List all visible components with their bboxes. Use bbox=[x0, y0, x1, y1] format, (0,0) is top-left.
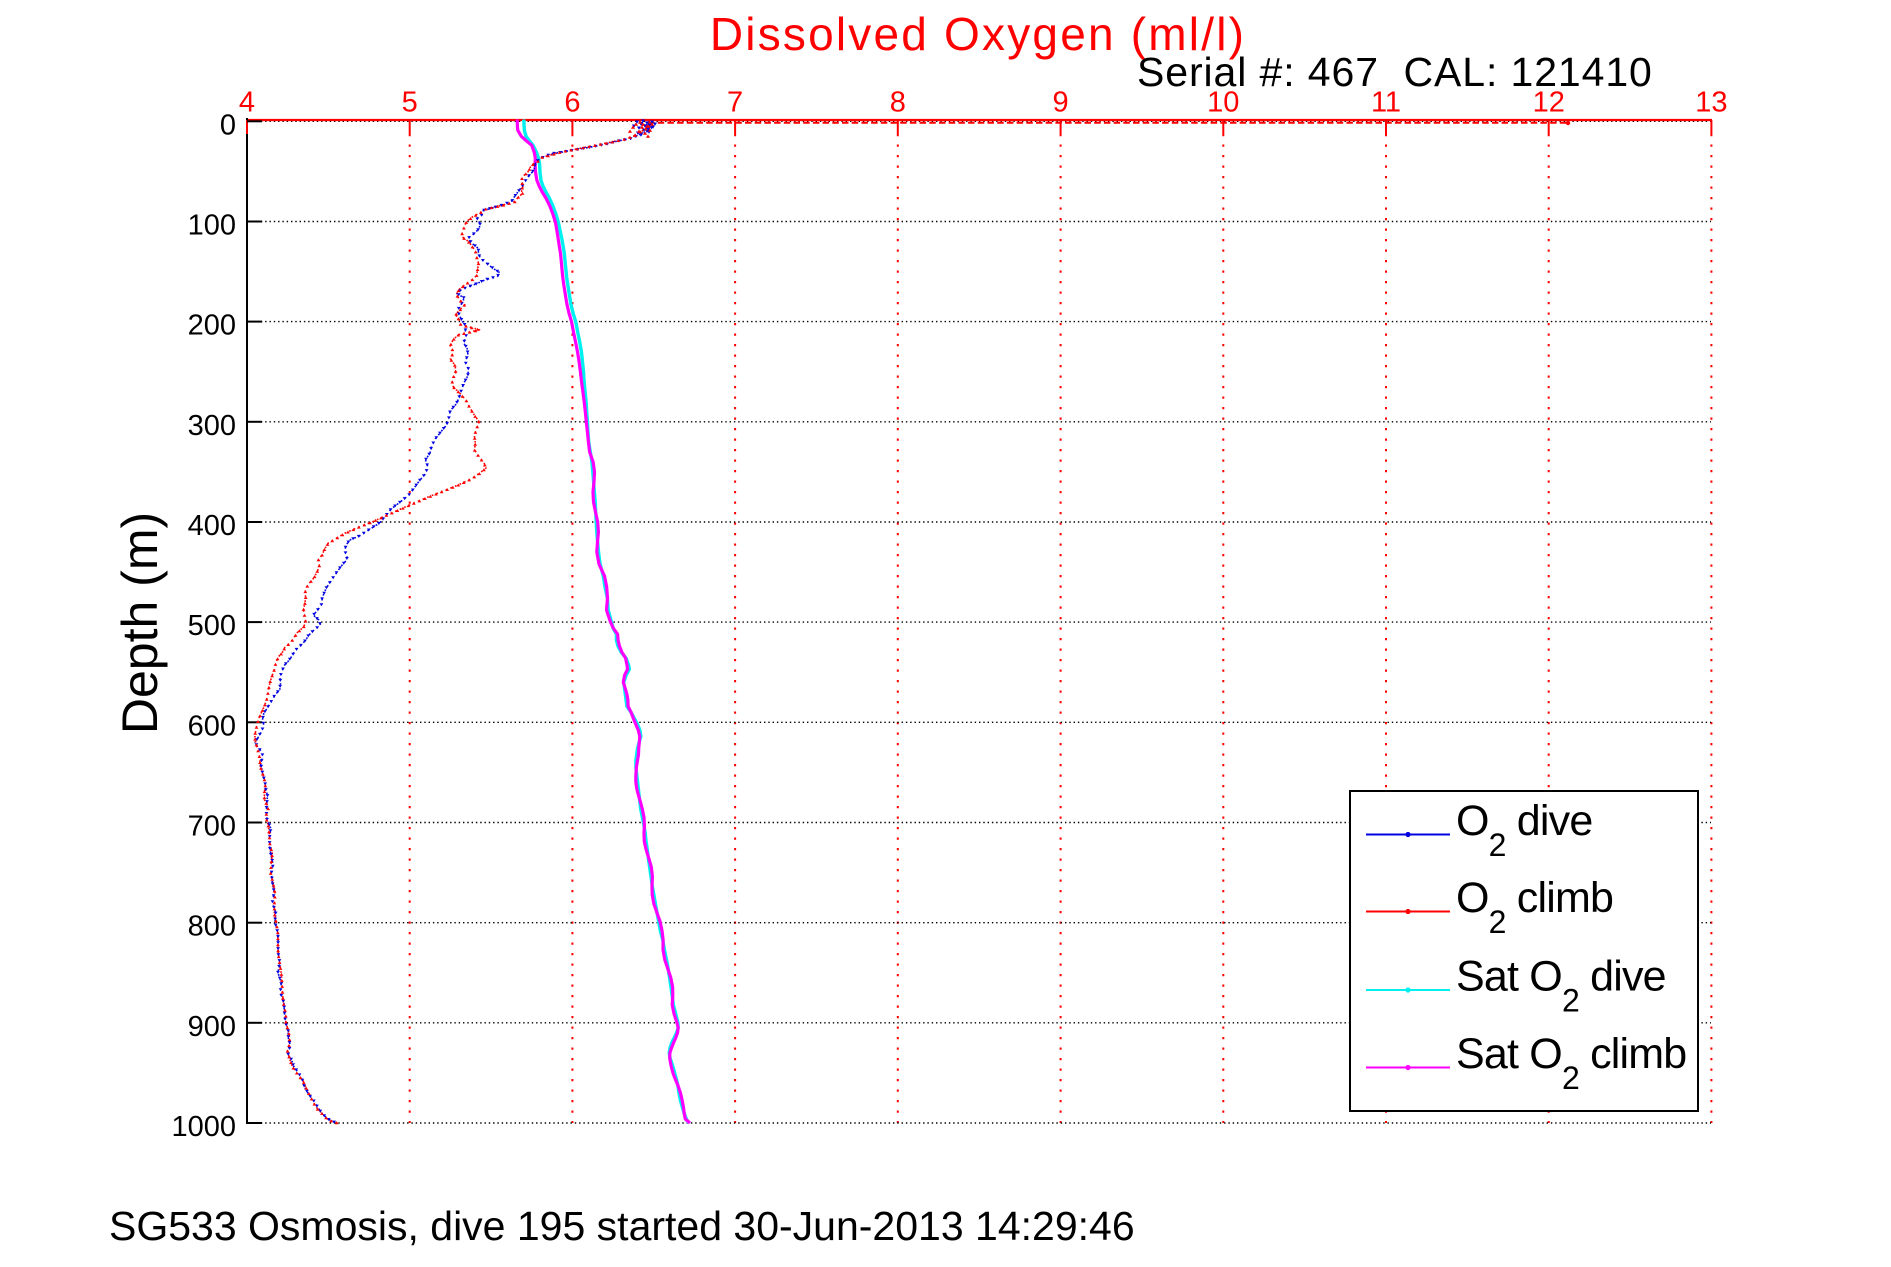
svg-text:10: 10 bbox=[1207, 87, 1239, 119]
svg-text:9: 9 bbox=[1053, 87, 1069, 119]
svg-text:12: 12 bbox=[1533, 87, 1565, 119]
svg-text:11: 11 bbox=[1371, 87, 1401, 119]
svg-text:Serial #: 467 CAL: 121410: Serial #: 467 CAL: 121410 bbox=[1137, 49, 1653, 95]
svg-text:5: 5 bbox=[402, 87, 418, 119]
svg-text:800: 800 bbox=[188, 911, 236, 943]
svg-text:8: 8 bbox=[890, 87, 906, 119]
svg-text:700: 700 bbox=[188, 811, 236, 843]
svg-text:13: 13 bbox=[1695, 87, 1727, 119]
svg-text:0: 0 bbox=[220, 109, 236, 141]
svg-text:Dissolved Oxygen (ml/l): Dissolved Oxygen (ml/l) bbox=[710, 8, 1246, 60]
svg-text:300: 300 bbox=[188, 410, 236, 442]
svg-text:7: 7 bbox=[727, 87, 743, 119]
svg-text:4: 4 bbox=[239, 87, 255, 119]
svg-text:900: 900 bbox=[188, 1011, 236, 1043]
svg-text:600: 600 bbox=[188, 710, 236, 742]
svg-text:200: 200 bbox=[188, 310, 236, 342]
svg-text:6: 6 bbox=[564, 87, 580, 119]
svg-text:400: 400 bbox=[188, 510, 236, 542]
svg-text:1000: 1000 bbox=[171, 1111, 236, 1143]
svg-text:Depth (m): Depth (m) bbox=[112, 512, 168, 734]
svg-text:500: 500 bbox=[188, 610, 236, 642]
svg-text:100: 100 bbox=[188, 210, 236, 242]
svg-text:SG533 Osmosis, dive 195 starte: SG533 Osmosis, dive 195 started 30-Jun-2… bbox=[109, 1203, 1135, 1249]
